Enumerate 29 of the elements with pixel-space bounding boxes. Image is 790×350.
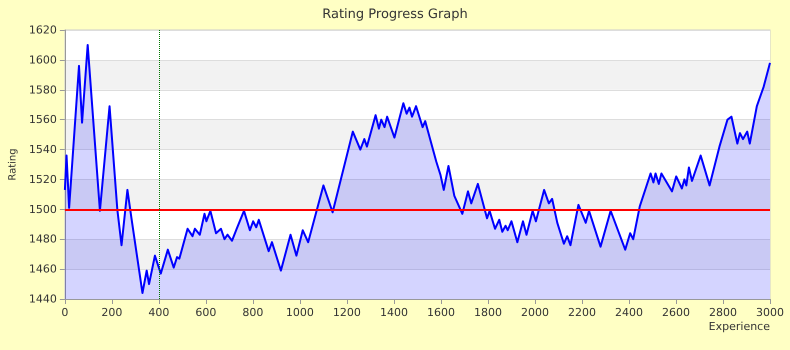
x-tick-label: 2800 xyxy=(708,306,737,319)
x-tick-label: 800 xyxy=(242,306,264,319)
chart-title: Rating Progress Graph xyxy=(322,7,468,22)
y-tick-label: 1560 xyxy=(28,113,57,126)
y-tick-label: 1480 xyxy=(28,232,57,246)
x-tick-label: 1200 xyxy=(332,306,361,319)
x-tick-label: 2400 xyxy=(614,306,643,319)
x-axis-title: Experience xyxy=(708,320,770,333)
x-tick-label: 1000 xyxy=(286,306,314,319)
x-tick-label: 1800 xyxy=(474,306,502,319)
y-tick-label: 1600 xyxy=(28,53,57,66)
x-tick-label: 0 xyxy=(61,306,68,319)
y-axis-title: Rating xyxy=(8,148,18,181)
y-tick-label: 1500 xyxy=(28,202,57,216)
x-tick-label: 2600 xyxy=(662,306,690,319)
y-tick-label: 1620 xyxy=(28,24,57,36)
x-tick-label: 2200 xyxy=(568,306,596,319)
x-tick-label: 2000 xyxy=(520,306,549,319)
x-tick-label: 3000 xyxy=(756,306,784,319)
x-tick-label: 1600 xyxy=(426,306,455,319)
y-tick-label: 1460 xyxy=(28,262,57,276)
x-tick-label: 200 xyxy=(101,306,122,319)
y-tick-label: 1520 xyxy=(28,172,57,186)
x-tick-label: 600 xyxy=(195,306,216,319)
y-tick-label: 1540 xyxy=(28,143,57,156)
y-tick-label: 1440 xyxy=(28,292,57,306)
x-tick-label: 1400 xyxy=(380,306,408,319)
x-tick-label: 400 xyxy=(148,306,170,319)
y-tick-label: 1580 xyxy=(28,83,57,96)
